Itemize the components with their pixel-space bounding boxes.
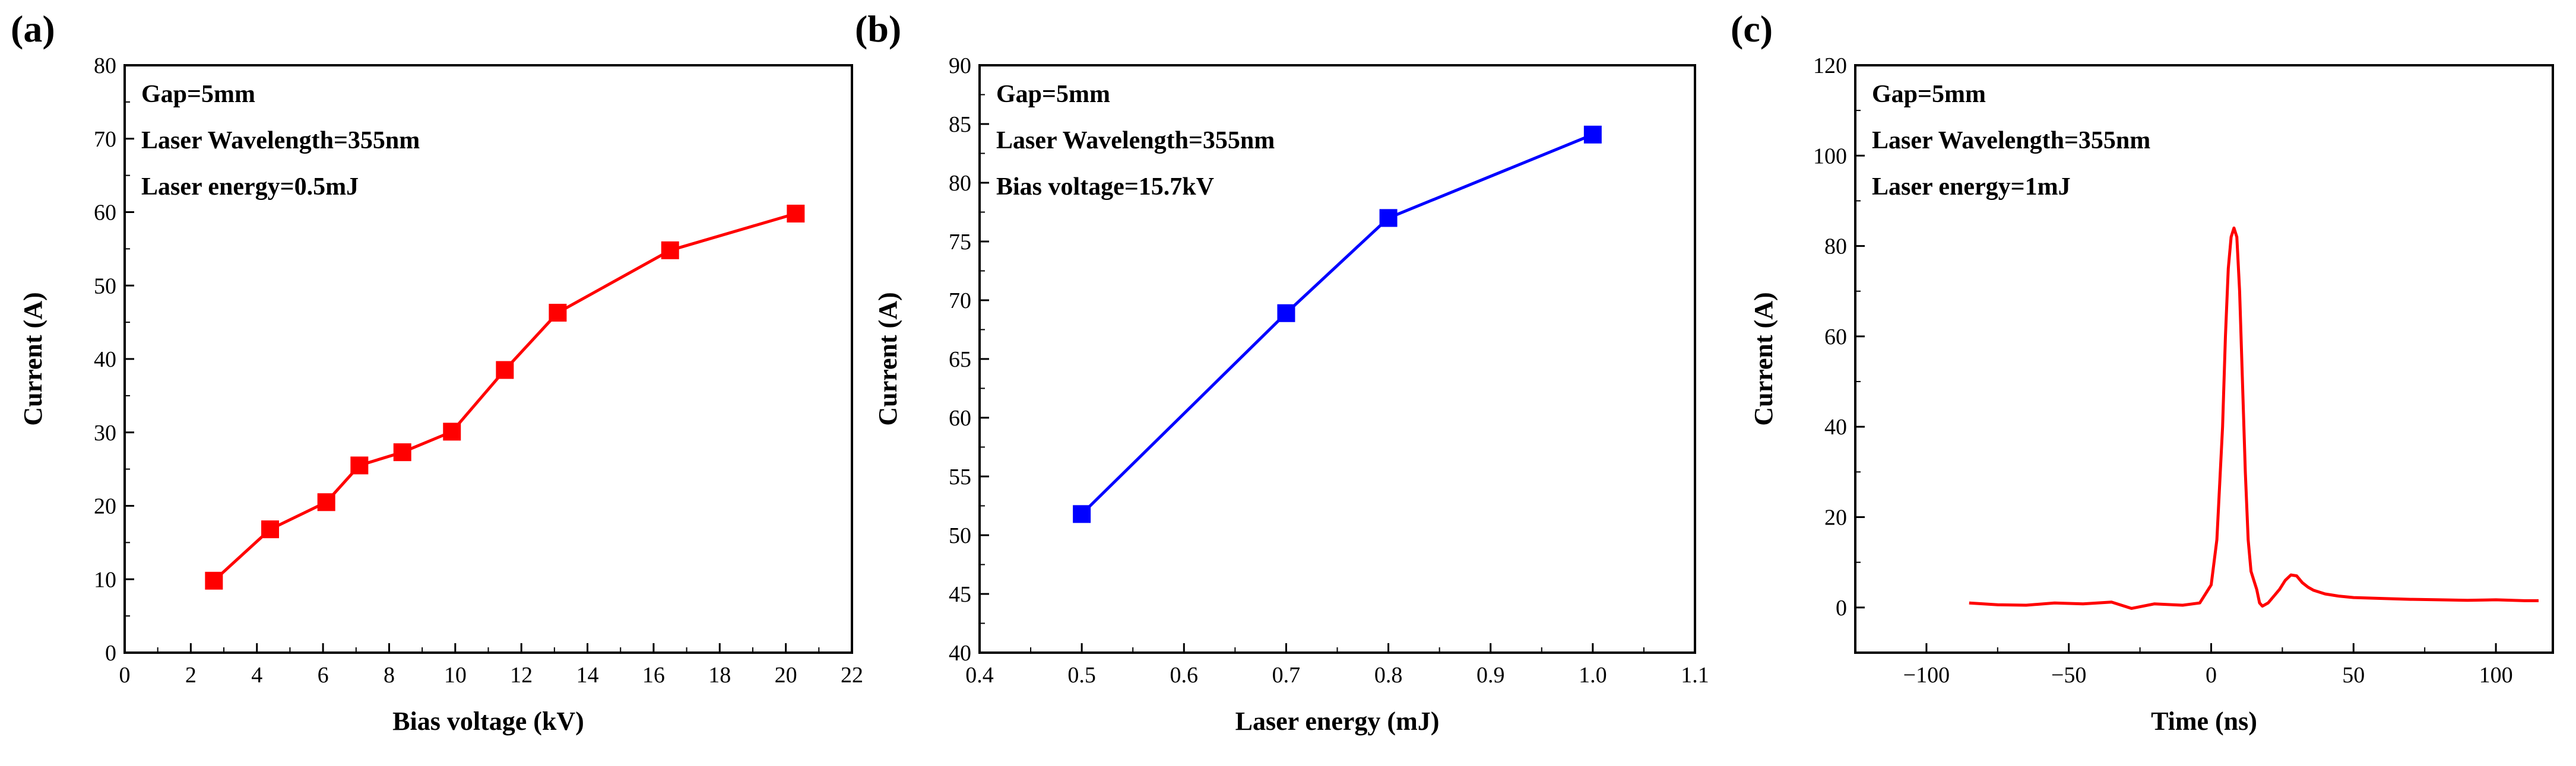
x-tick-label: 0.9 — [1476, 663, 1505, 688]
y-tick-label: 85 — [949, 112, 971, 137]
y-tick-label: 80 — [1824, 234, 1847, 259]
x-tick-label: 22 — [841, 663, 863, 688]
x-tick-label: 1.1 — [1681, 663, 1709, 688]
annotation-0: Gap=5mm — [141, 81, 255, 108]
y-tick-label: 70 — [94, 127, 116, 152]
annotation-1: Laser Wavelength=355nm — [1872, 127, 2150, 154]
y-tick-label: 30 — [94, 421, 116, 446]
annotation-0: Gap=5mm — [996, 81, 1110, 108]
data-point — [496, 361, 514, 379]
y-tick-label: 40 — [949, 641, 971, 666]
x-tick-label: 0.5 — [1067, 663, 1096, 688]
x-tick-label: 0 — [119, 663, 131, 688]
x-axis-title: Time (ns) — [2151, 707, 2257, 736]
chart-panel-0: (a) 0 2 4 6 8 10 12 14 16 18 20 22 0 10 20 30 40 50 60 70 80 B… — [11, 8, 863, 736]
x-tick-label: 2 — [185, 663, 197, 688]
data-point — [549, 304, 567, 322]
data-point — [1277, 304, 1295, 322]
x-tick-label: 18 — [708, 663, 731, 688]
x-tick-label: 0.4 — [965, 663, 994, 688]
data-point — [205, 571, 223, 590]
y-tick-label: 65 — [949, 347, 971, 372]
data-point — [443, 422, 461, 441]
y-tick-label: 120 — [1813, 53, 1847, 78]
y-tick-label: 60 — [949, 406, 971, 431]
y-tick-label: 50 — [94, 274, 116, 298]
y-tick-label: 10 — [94, 567, 116, 592]
y-tick-label: 40 — [94, 347, 116, 372]
y-tick-label: 0 — [1836, 596, 1847, 621]
x-tick-label: 6 — [318, 663, 329, 688]
x-tick-label: −100 — [1903, 663, 1950, 688]
y-tick-label: 100 — [1813, 144, 1847, 169]
y-tick-label: 45 — [949, 582, 971, 607]
y-tick-label: 55 — [949, 465, 971, 490]
y-tick-label: 70 — [949, 288, 971, 313]
annotation-1: Laser Wavelength=355nm — [996, 127, 1275, 154]
x-tick-label: 8 — [384, 663, 395, 688]
panel-label: (c) — [1731, 8, 1773, 50]
annotation-1: Laser Wavelength=355nm — [141, 127, 420, 154]
y-axis-title: Current (A) — [1749, 292, 1778, 425]
annotation-2: Laser energy=1mJ — [1872, 173, 2071, 201]
series-line — [1081, 133, 1593, 516]
x-tick-label: 1.0 — [1579, 663, 1607, 688]
x-tick-label: 4 — [251, 663, 262, 688]
y-tick-label: 20 — [1824, 506, 1847, 530]
data-point — [350, 456, 369, 475]
x-tick-label: 14 — [576, 663, 599, 688]
data-point — [261, 520, 279, 539]
series-line — [213, 212, 797, 582]
x-tick-label: 10 — [444, 663, 467, 688]
panel-label: (a) — [11, 8, 55, 50]
x-tick-label: 0.7 — [1272, 663, 1301, 688]
annotation-2: Laser energy=0.5mJ — [141, 173, 359, 201]
x-tick-label: −50 — [2051, 663, 2086, 688]
data-point — [1379, 209, 1398, 227]
y-axis-title: Current (A) — [873, 292, 902, 425]
x-tick-label: 12 — [510, 663, 533, 688]
data-point — [393, 443, 411, 462]
y-tick-label: 60 — [1824, 325, 1847, 349]
x-tick-label: 100 — [2479, 663, 2513, 688]
x-axis-title: Bias voltage (kV) — [392, 707, 584, 736]
y-tick-label: 50 — [949, 523, 971, 548]
data-point — [317, 493, 335, 511]
y-tick-label: 75 — [949, 230, 971, 255]
data-point — [1583, 125, 1602, 144]
x-tick-label: 20 — [775, 663, 797, 688]
y-axis-title: Current (A) — [18, 292, 47, 425]
series-line — [1969, 226, 2539, 610]
chart-panel-1: (b) 0.4 0.5 0.6 0.7 0.8 0.9 1.0 1.1 40 45 50 55 60 65 7… — [855, 8, 1709, 736]
annotation-2: Bias voltage=15.7kV — [996, 173, 1214, 201]
data-point — [1073, 505, 1091, 523]
x-tick-label: 0 — [2206, 663, 2217, 688]
y-tick-label: 40 — [1824, 415, 1847, 440]
plot-frame — [1854, 64, 2554, 654]
chart-panel-2: (c) −100 −50 0 50 100 0 20 40 60 80 100 120 Time (ns)… — [1731, 8, 2554, 736]
data-point — [787, 204, 805, 223]
data-point — [661, 241, 679, 259]
y-tick-label: 20 — [94, 494, 116, 519]
x-axis-title: Laser energy (mJ) — [1235, 707, 1440, 736]
y-tick-label: 60 — [94, 201, 116, 225]
y-tick-label: 90 — [949, 53, 971, 78]
x-tick-label: 50 — [2342, 663, 2365, 688]
panel-label: (b) — [855, 8, 901, 50]
x-tick-label: 0.6 — [1170, 663, 1199, 688]
x-tick-label: 0.8 — [1374, 663, 1403, 688]
x-tick-label: 16 — [642, 663, 665, 688]
annotation-0: Gap=5mm — [1872, 81, 1986, 108]
y-tick-label: 80 — [949, 171, 971, 196]
y-tick-label: 0 — [105, 641, 116, 666]
y-tick-label: 80 — [94, 53, 116, 78]
